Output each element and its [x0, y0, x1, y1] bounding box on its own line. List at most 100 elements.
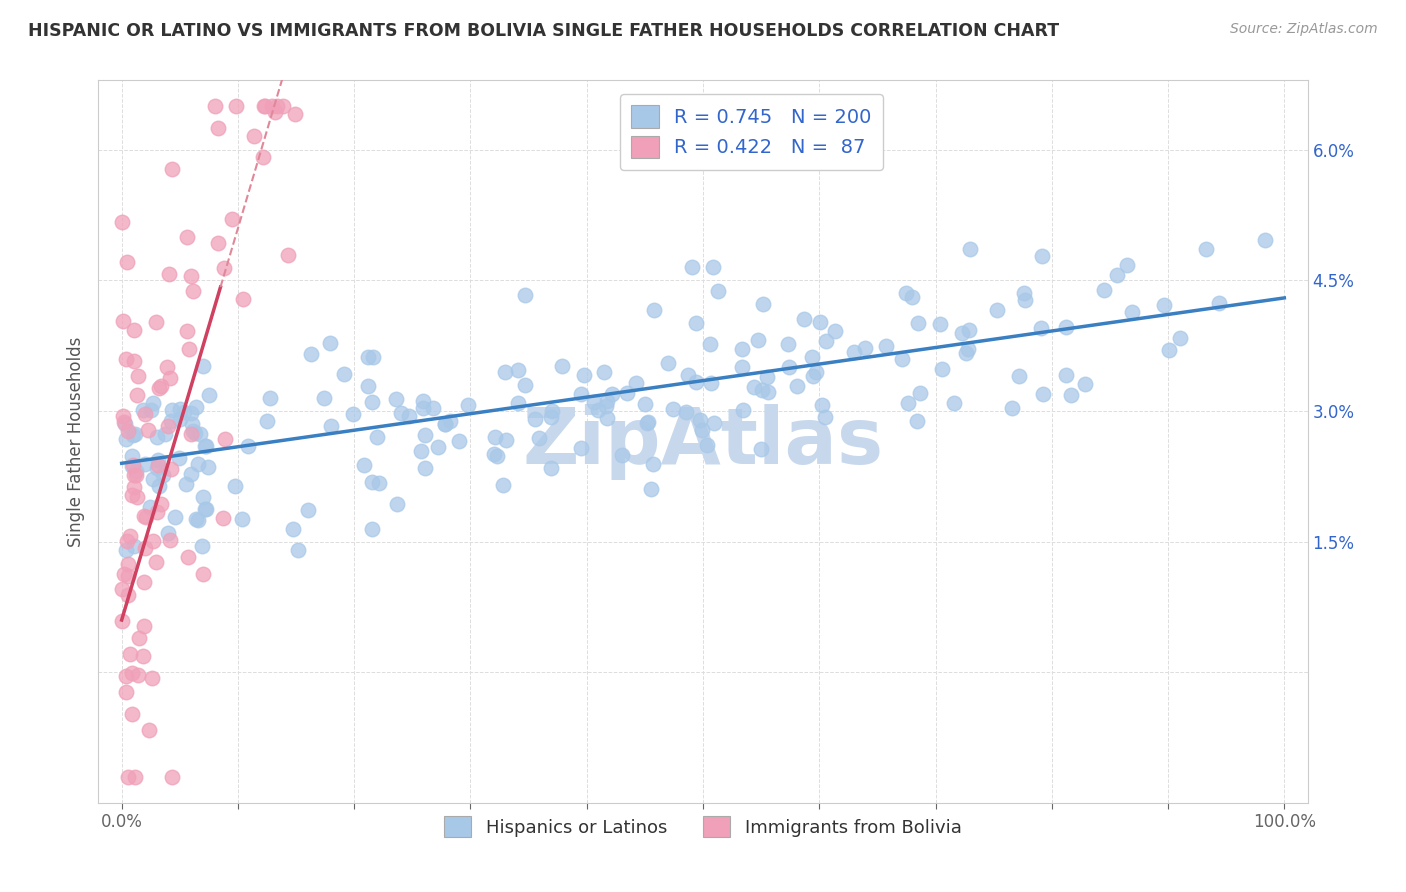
Point	[778, 360, 800, 375]
Point	[169, 450, 191, 465]
Point	[195, 501, 218, 516]
Point	[894, 286, 917, 301]
Legend: Hispanics or Latinos, Immigrants from Bolivia: Hispanics or Latinos, Immigrants from Bo…	[437, 809, 969, 845]
Point	[111, 614, 134, 628]
Point	[756, 384, 779, 399]
Point	[207, 121, 229, 136]
Point	[842, 345, 865, 359]
Point	[624, 376, 647, 391]
Point	[685, 316, 707, 330]
Point	[148, 479, 170, 493]
Point	[259, 392, 281, 406]
Point	[115, 351, 138, 366]
Point	[180, 269, 202, 284]
Point	[253, 99, 276, 113]
Point	[569, 386, 592, 401]
Point	[236, 439, 259, 453]
Point	[801, 350, 824, 364]
Point	[703, 417, 725, 431]
Point	[875, 339, 897, 353]
Point	[127, 369, 149, 384]
Point	[181, 284, 204, 298]
Point	[132, 509, 155, 524]
Point	[707, 284, 730, 298]
Point	[368, 475, 391, 490]
Point	[266, 99, 288, 113]
Point	[702, 260, 724, 275]
Point	[357, 350, 380, 364]
Point	[160, 161, 183, 176]
Point	[156, 359, 179, 374]
Point	[853, 341, 876, 355]
Point	[905, 414, 928, 428]
Point	[361, 350, 384, 364]
Point	[160, 402, 183, 417]
Point	[929, 317, 952, 331]
Point	[299, 347, 322, 361]
Text: HISPANIC OR LATINO VS IMMIGRANTS FROM BOLIVIA SINGLE FATHER HOUSEHOLDS CORRELATI: HISPANIC OR LATINO VS IMMIGRANTS FROM BO…	[28, 22, 1059, 40]
Point	[910, 386, 932, 401]
Point	[751, 384, 773, 398]
Point	[134, 407, 156, 421]
Point	[281, 523, 304, 537]
Point	[169, 412, 191, 426]
Point	[125, 388, 148, 402]
Point	[277, 247, 299, 261]
Point	[193, 359, 215, 373]
Point	[118, 647, 141, 661]
Point	[569, 441, 592, 455]
Point	[145, 429, 167, 443]
Point	[637, 416, 659, 430]
Point	[124, 426, 146, 441]
Point	[125, 468, 148, 483]
Point	[312, 392, 335, 406]
Point	[1153, 298, 1175, 312]
Point	[433, 417, 456, 431]
Point	[111, 582, 134, 596]
Point	[139, 403, 162, 417]
Point	[749, 442, 772, 456]
Point	[177, 343, 200, 357]
Point	[187, 457, 209, 471]
Point	[160, 414, 183, 428]
Point	[115, 432, 138, 446]
Point	[115, 668, 138, 682]
Point	[287, 543, 309, 558]
Point	[814, 410, 837, 425]
Point	[122, 539, 145, 553]
Point	[177, 549, 200, 564]
Point	[211, 511, 233, 525]
Point	[121, 666, 143, 681]
Point	[742, 379, 765, 393]
Point	[297, 503, 319, 517]
Point	[447, 434, 470, 448]
Point	[117, 534, 139, 549]
Point	[117, 770, 139, 784]
Point	[207, 235, 229, 250]
Point	[412, 394, 434, 409]
Point	[142, 472, 165, 486]
Point	[541, 404, 564, 418]
Point	[387, 497, 409, 511]
Point	[529, 430, 551, 444]
Point	[214, 432, 236, 446]
Point	[124, 468, 146, 483]
Point	[122, 323, 145, 337]
Point	[1168, 331, 1191, 345]
Point	[159, 371, 181, 385]
Point	[117, 557, 139, 571]
Point	[699, 337, 721, 351]
Point	[484, 447, 506, 461]
Point	[243, 129, 266, 144]
Point	[157, 267, 180, 281]
Y-axis label: Single Father Households: Single Father Households	[66, 336, 84, 547]
Point	[148, 453, 170, 467]
Point	[586, 403, 609, 417]
Point	[641, 457, 664, 471]
Point	[198, 388, 221, 402]
Point	[134, 457, 156, 471]
Point	[181, 425, 204, 439]
Point	[121, 706, 143, 721]
Point	[318, 336, 340, 351]
Point	[616, 385, 638, 400]
